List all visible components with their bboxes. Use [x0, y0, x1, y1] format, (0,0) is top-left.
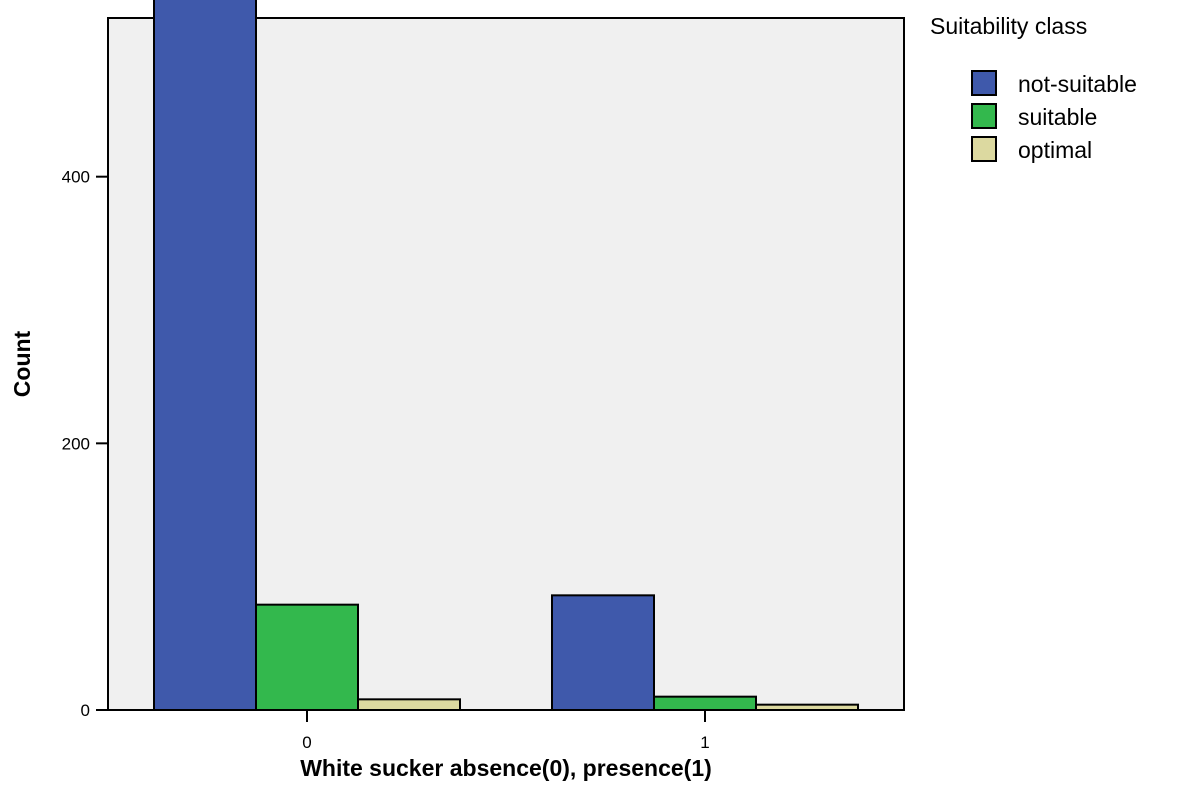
y-tick-label: 400	[62, 168, 90, 187]
legend-swatch-optimal	[971, 136, 997, 162]
x-axis-title: White sucker absence(0), presence(1)	[300, 755, 712, 781]
y-axis: 0200400600800	[62, 168, 108, 720]
legend-title: Suitability class	[930, 13, 1087, 39]
y-axis-title: Count	[9, 330, 35, 397]
legend-label-optimal: optimal	[1018, 137, 1092, 163]
bar-suitable-1	[653, 695, 757, 711]
x-tick-label: 0	[302, 733, 311, 752]
x-tick-label: 1	[700, 733, 709, 752]
bar-optimal-0	[357, 698, 461, 712]
legend-label-suitable: suitable	[1018, 104, 1097, 130]
y-tick-label: 200	[62, 434, 90, 453]
legend: Suitability class not-suitable suitable op…	[930, 13, 1137, 163]
legend-label-not-suitable: not-suitable	[1018, 71, 1137, 97]
bar-not-suitable-1	[551, 594, 655, 711]
bar-suitable-0	[255, 603, 359, 712]
legend-swatch-not-suitable	[971, 70, 997, 96]
bar-optimal-1	[755, 703, 859, 712]
y-tick-label: 0	[81, 701, 90, 720]
legend-swatch-suitable	[971, 103, 997, 129]
bar-not-suitable-0	[153, 0, 257, 711]
